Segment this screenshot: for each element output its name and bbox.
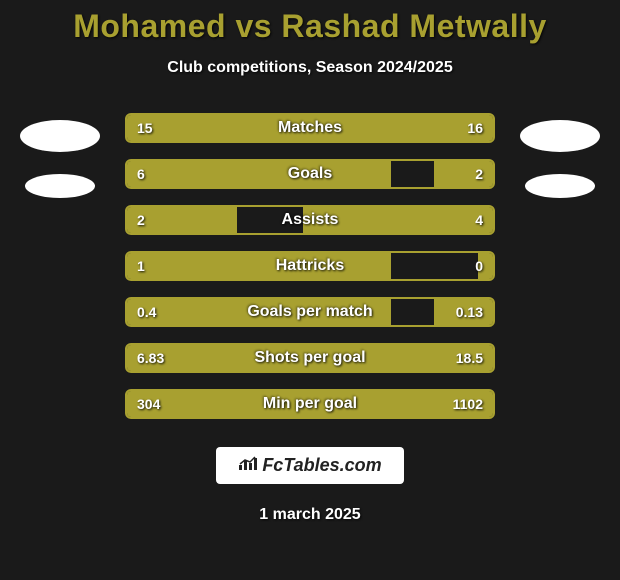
stat-label: Min per goal <box>127 391 493 417</box>
source-logo: FcTables.com <box>216 447 403 484</box>
stat-value-right: 18.5 <box>446 345 493 371</box>
stat-value-left: 0.4 <box>127 299 166 325</box>
stat-value-left: 6.83 <box>127 345 174 371</box>
stat-label: Assists <box>127 207 493 233</box>
stat-value-left: 304 <box>127 391 170 417</box>
club-badge-right <box>525 174 595 198</box>
stat-value-right: 0 <box>465 253 493 279</box>
stat-value-right: 0.13 <box>446 299 493 325</box>
club-badge-left <box>25 174 95 198</box>
stat-row: Goals6 2 <box>125 159 495 189</box>
stat-row: Matches15 16 <box>125 113 495 143</box>
stat-label: Hattricks <box>127 253 493 279</box>
stat-value-right: 2 <box>465 161 493 187</box>
avatars-left <box>20 120 100 198</box>
player-avatar-right <box>520 120 600 152</box>
stat-row: Goals per match0.4 0.13 <box>125 297 495 327</box>
stat-row: Assists2 4 <box>125 205 495 235</box>
stat-value-left: 2 <box>127 207 155 233</box>
stat-row: Hattricks1 0 <box>125 251 495 281</box>
stat-label: Goals per match <box>127 299 493 325</box>
stat-value-right: 4 <box>465 207 493 233</box>
page-title: Mohamed vs Rashad Metwally <box>73 8 547 45</box>
stat-value-right: 1102 <box>443 391 493 417</box>
player-avatar-left <box>20 120 100 152</box>
stat-value-left: 6 <box>127 161 155 187</box>
stats-container: Matches1516Goals62Assists24Hattricks10Go… <box>125 113 495 419</box>
stat-label: Matches <box>127 115 493 141</box>
avatars-right <box>520 120 600 198</box>
stat-value-left: 1 <box>127 253 155 279</box>
stat-value-right: 16 <box>457 115 493 141</box>
stat-label: Goals <box>127 161 493 187</box>
stat-label: Shots per goal <box>127 345 493 371</box>
date-label: 1 march 2025 <box>259 506 360 524</box>
chart-icon <box>238 455 258 476</box>
source-logo-text: FcTables.com <box>262 455 381 476</box>
stat-row: Shots per goal6.83 18.5 <box>125 343 495 373</box>
stat-row: Min per goal304 1102 <box>125 389 495 419</box>
stat-value-left: 15 <box>127 115 163 141</box>
subtitle: Club competitions, Season 2024/2025 <box>167 59 452 77</box>
